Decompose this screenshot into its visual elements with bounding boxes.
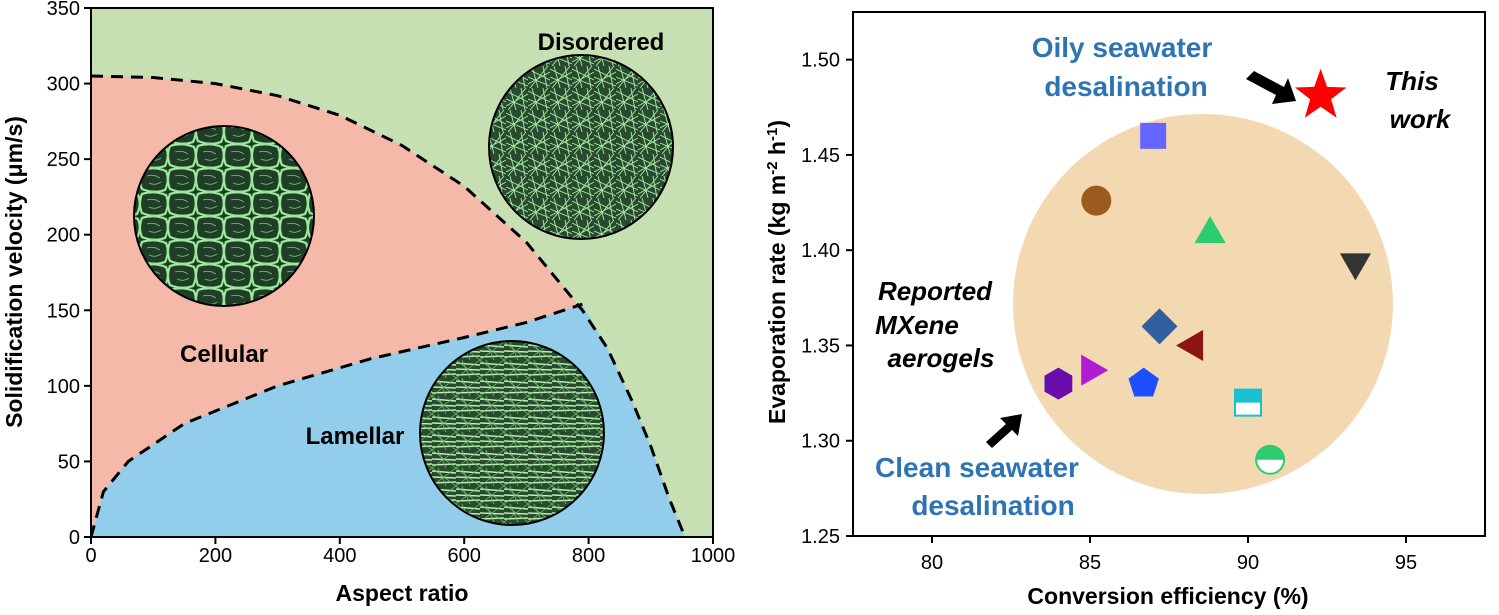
x-tick-label: 80: [921, 552, 943, 574]
this-work-note-line2: work: [1390, 104, 1452, 134]
oily-seawater-note-line2: desalination: [1044, 71, 1207, 102]
y-tick-label: 300: [47, 74, 80, 96]
reported-note-line2: MXene: [875, 310, 959, 340]
evaporation-scatter-chart: 80 85 90 95 1.25 1.30 1.35 1.40 1.45 1.50 Oily se…: [764, 11, 1486, 609]
x-tick-label: 0: [85, 545, 96, 567]
marker-half-square: [1234, 388, 1262, 417]
left-x-axis-label: Aspect ratio: [336, 580, 469, 606]
marker-triangle-left: [1176, 329, 1204, 361]
y-tick-label: 200: [47, 225, 80, 247]
y-tick-label: 50: [58, 451, 80, 473]
y-tick-label: 150: [47, 300, 80, 322]
right-x-axis-label: Conversion efficiency (%): [1027, 583, 1308, 609]
left-axis-ticks: 0 200 400 600 800 1000 0 50 100 150 200 250 300 350: [47, 0, 736, 567]
marker-hexagon: [1044, 367, 1073, 400]
y-tick-label: 350: [47, 0, 80, 20]
y-tick-label: 1.45: [801, 145, 840, 167]
this-work-arrow: [1246, 71, 1296, 104]
oily-seawater-note-line1: Oily seawater: [1032, 32, 1213, 63]
y-tick-label: 1.50: [801, 50, 840, 72]
disordered-label: Disordered: [538, 29, 665, 56]
x-tick-label: 200: [199, 545, 232, 567]
lamellar-micrograph: [419, 340, 605, 526]
marker-square: [1140, 122, 1167, 149]
left-plot-frame: [90, 7, 714, 538]
right-y-axis-label: Evaporation rate (kg m-2 h-1): [764, 120, 790, 424]
x-tick-label: 95: [1395, 552, 1417, 574]
marker-triangle-right: [1081, 354, 1109, 386]
marker-half-circle: [1255, 444, 1286, 475]
marker-pentagon: [1128, 367, 1159, 397]
y-tick-label: 250: [47, 149, 80, 171]
y-tick-label: 1.35: [801, 335, 840, 357]
y-tick-label: 1.40: [801, 240, 840, 262]
x-tick-label: 85: [1079, 552, 1101, 574]
disordered-micrograph: [488, 54, 674, 240]
marker-half-circle-fill: [1256, 445, 1285, 460]
reported-note-line1: Reported: [878, 276, 993, 306]
cellular-micrograph: [133, 125, 315, 307]
marker-triangle-up: [1194, 216, 1226, 244]
y-tick-label: 1.25: [801, 526, 840, 548]
right-axis-ticks: 80 85 90 95 1.25 1.30 1.35 1.40 1.45 1.50: [801, 50, 1417, 574]
x-tick-label: 400: [323, 545, 356, 567]
y-tick-label: 0: [69, 527, 80, 549]
clean-seawater-note-line2: desalination: [911, 490, 1074, 521]
x-tick-label: 600: [448, 545, 481, 567]
marker-half-square-fill: [1235, 389, 1261, 403]
x-tick-label: 1000: [691, 545, 736, 567]
x-tick-label: 800: [572, 545, 605, 567]
phase-diagram-chart: 0 200 400 600 800 1000 0 50 100 150 200 250 300 350 D…: [1, 0, 735, 606]
left-y-axis-label: Solidification velocity (μm/s): [1, 116, 27, 428]
marker-star: [1295, 68, 1347, 118]
x-tick-label: 90: [1237, 552, 1259, 574]
this-work-note-line1: This: [1385, 66, 1438, 96]
marker-diamond: [1141, 308, 1178, 345]
right-plot-frame: [852, 11, 1486, 537]
cellular-label: Cellular: [180, 341, 268, 368]
y-tick-label: 1.30: [801, 431, 840, 453]
marker-circle: [1081, 185, 1112, 216]
lamellar-label: Lamellar: [306, 423, 405, 450]
reported-note-line3: aerogels: [888, 343, 995, 373]
clean-seawater-note-line1: Clean seawater: [875, 452, 1079, 483]
reported-aerogels-bubble: [1013, 114, 1393, 494]
scatter-markers: [1044, 68, 1371, 475]
clean-seawater-arrow: [986, 414, 1022, 448]
marker-triangle-down: [1339, 253, 1371, 281]
y-tick-label: 100: [47, 376, 80, 398]
lamellar-boundary-line: [91, 302, 583, 537]
